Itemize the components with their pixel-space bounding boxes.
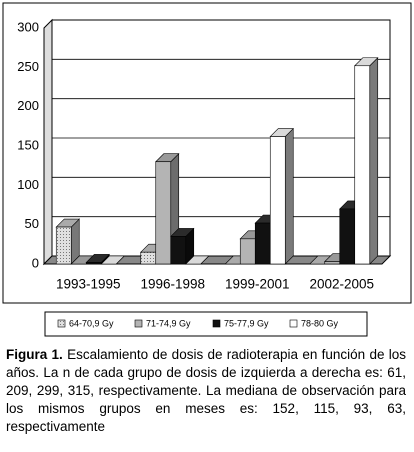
legend-swatch <box>57 319 66 328</box>
bar <box>55 218 80 265</box>
y-tick-label: 250 <box>17 59 39 74</box>
y-tick-label: 100 <box>17 177 39 192</box>
legend-label: 75-77,9 Gy <box>224 318 269 328</box>
x-tick-label: 1999-2001 <box>225 277 290 292</box>
y-tick-label: 0 <box>32 255 39 270</box>
x-tick-label: 1993-1995 <box>56 277 121 292</box>
caption: Figura 1. Escalamiento de dosis de radio… <box>6 346 406 436</box>
legend-swatch <box>134 319 143 328</box>
y-tick-label: 300 <box>17 19 39 34</box>
y-tick-label: 200 <box>17 98 39 113</box>
side-wall <box>43 18 53 266</box>
legend-swatch <box>212 319 221 328</box>
chart: 0 50 100 150 200 250 300 1993-1995 1996-1998 1999… <box>2 2 412 337</box>
caption-label: Figura 1. <box>6 347 63 362</box>
bar <box>354 57 379 265</box>
y-tick-label: 50 <box>25 216 39 231</box>
legend-label: 78-80 Gy <box>301 318 339 328</box>
bar <box>170 227 195 265</box>
legend-box <box>44 311 368 337</box>
bar <box>85 253 110 265</box>
legend-label: 71-74,9 Gy <box>146 318 191 328</box>
x-tick-label: 1996-1998 <box>140 277 205 292</box>
legend-label: 64-70,9 Gy <box>69 318 114 328</box>
caption-text: Escalamiento de dosis de radioterapia en… <box>6 347 406 434</box>
y-tick-label: 150 <box>17 137 39 152</box>
chart-frame <box>2 2 412 304</box>
x-tick-label: 2002-2005 <box>309 277 374 292</box>
legend-swatch <box>289 319 298 328</box>
bar <box>100 255 125 265</box>
bar <box>185 255 210 265</box>
bar <box>269 127 294 265</box>
